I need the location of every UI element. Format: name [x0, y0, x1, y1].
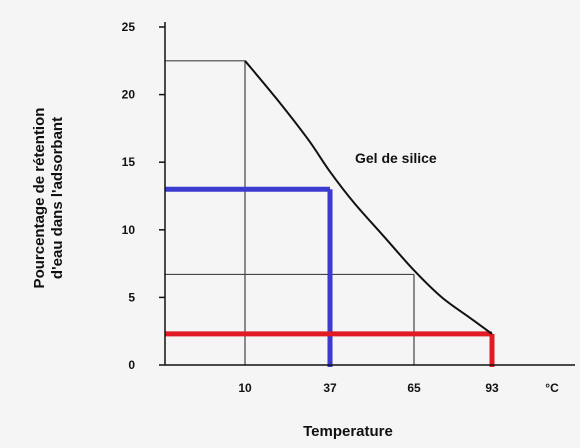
x-axis-unit-label: °C	[545, 381, 559, 395]
series-label-gel-de-silice: Gel de silice	[355, 150, 437, 166]
y-tick-label: 0	[128, 358, 135, 372]
x-tick-label: 65	[407, 381, 421, 395]
x-axis-title: Temperature	[303, 423, 393, 440]
x-tick-label: 93	[485, 381, 499, 395]
y-tick-label: 15	[122, 155, 136, 169]
y-tick-label: 25	[122, 20, 136, 34]
y-axis-title-line-2: d'eau dans l'adsorbant	[49, 117, 66, 279]
x-tick-label: 10	[238, 381, 252, 395]
y-tick-label: 20	[122, 88, 136, 102]
series-line-gel-de-silice	[244, 60, 493, 335]
y-tick-label: 5	[128, 290, 135, 304]
x-tick-label: 37	[323, 381, 337, 395]
y-tick-label: 10	[122, 223, 136, 237]
y-axis-title-line-1: Pourcentage de rétention	[31, 108, 48, 289]
